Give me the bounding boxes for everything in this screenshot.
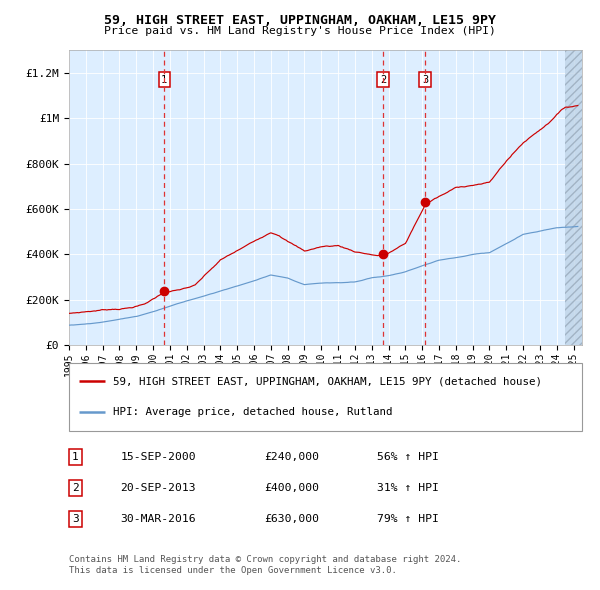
Text: 15-SEP-2000: 15-SEP-2000 [121,453,196,462]
FancyBboxPatch shape [69,363,582,431]
Text: 3: 3 [422,75,428,84]
Text: 2: 2 [72,483,79,493]
Text: £240,000: £240,000 [264,453,319,462]
Text: 1: 1 [161,75,167,84]
Text: This data is licensed under the Open Government Licence v3.0.: This data is licensed under the Open Gov… [69,566,397,575]
Text: 56% ↑ HPI: 56% ↑ HPI [377,453,439,462]
Text: £400,000: £400,000 [264,483,319,493]
Text: 20-SEP-2013: 20-SEP-2013 [121,483,196,493]
Text: 3: 3 [72,514,79,524]
Text: £630,000: £630,000 [264,514,319,524]
Text: Contains HM Land Registry data © Crown copyright and database right 2024.: Contains HM Land Registry data © Crown c… [69,555,461,564]
Text: HPI: Average price, detached house, Rutland: HPI: Average price, detached house, Rutl… [113,407,392,417]
Text: 30-MAR-2016: 30-MAR-2016 [121,514,196,524]
Text: Price paid vs. HM Land Registry's House Price Index (HPI): Price paid vs. HM Land Registry's House … [104,26,496,35]
Bar [565,50,582,345]
Text: 31% ↑ HPI: 31% ↑ HPI [377,483,439,493]
Text: 59, HIGH STREET EAST, UPPINGHAM, OAKHAM, LE15 9PY: 59, HIGH STREET EAST, UPPINGHAM, OAKHAM,… [104,14,496,27]
Text: 79% ↑ HPI: 79% ↑ HPI [377,514,439,524]
Text: 1: 1 [72,453,79,462]
Text: 59, HIGH STREET EAST, UPPINGHAM, OAKHAM, LE15 9PY (detached house): 59, HIGH STREET EAST, UPPINGHAM, OAKHAM,… [113,376,542,386]
Text: 2: 2 [380,75,386,84]
